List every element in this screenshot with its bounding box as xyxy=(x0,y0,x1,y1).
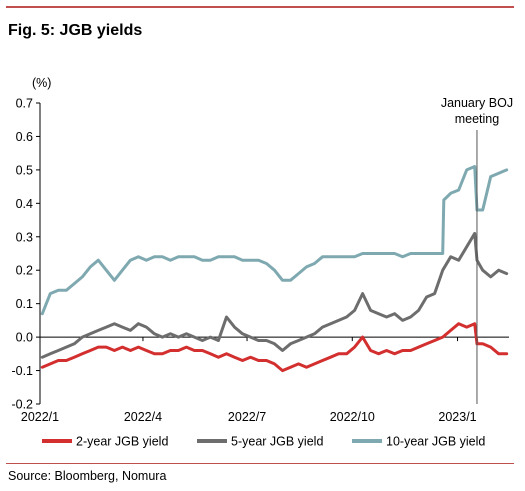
x-tick-label: 2022/4 xyxy=(124,410,162,424)
x-tick-label: 2023/1 xyxy=(438,410,476,424)
figure-title: Fig. 5: JGB yields xyxy=(8,22,143,39)
y-tick-label: 0.6 xyxy=(16,130,33,144)
y-tick-label: 0.7 xyxy=(16,97,33,111)
annotation: January BOJ meeting xyxy=(441,96,513,404)
y-tick-label: 0.4 xyxy=(16,197,33,211)
annotation-text: January BOJ xyxy=(441,96,513,110)
y-tick-label: 0.0 xyxy=(16,331,33,345)
chart: (%) 0.70.60.50.40.30.20.10.0-0.1-0.22022… xyxy=(11,76,513,449)
y-tick-label: 0.1 xyxy=(16,297,33,311)
y-axis-label: (%) xyxy=(32,76,51,90)
y-tick-label: 0.5 xyxy=(16,163,33,177)
y-tick-label: 0.3 xyxy=(16,230,33,244)
series-line-3 xyxy=(40,165,509,316)
x-tick-label: 2022/1 xyxy=(21,410,59,424)
legend-label-2: 5-year JGB yield xyxy=(231,435,323,449)
y-tick-label: 0.2 xyxy=(16,264,33,278)
y-tick-label: -0.1 xyxy=(11,364,33,378)
axes: (%) xyxy=(32,76,509,404)
bottom-rule xyxy=(6,463,514,464)
x-tick-label: 2022/7 xyxy=(228,410,266,424)
top-rule xyxy=(6,6,514,8)
series-line-1 xyxy=(40,322,509,373)
legend-label-1: 2-year JGB yield xyxy=(76,435,168,449)
y-tick-label: -0.2 xyxy=(11,398,33,412)
legend-label-3: 10-year JGB yield xyxy=(386,435,485,449)
annotation-text: meeting xyxy=(455,112,500,126)
legend: 2-year JGB yield 5-year JGB yield 10-year … xyxy=(42,435,485,449)
source-note: Source: Bloomberg, Nomura xyxy=(8,469,167,483)
x-tick-label: 2022/10 xyxy=(330,410,375,424)
series-group xyxy=(40,165,509,373)
series-line-2 xyxy=(40,231,509,359)
